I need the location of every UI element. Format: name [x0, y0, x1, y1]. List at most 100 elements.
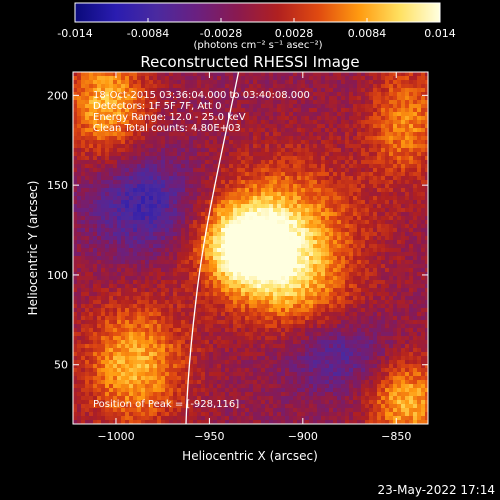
heatmap-pixel [353, 188, 358, 193]
heatmap-pixel [133, 252, 138, 257]
heatmap-pixel [305, 220, 310, 225]
heatmap-pixel [165, 228, 170, 233]
heatmap-pixel [329, 288, 334, 293]
heatmap-pixel [81, 248, 86, 253]
heatmap-pixel [417, 248, 422, 253]
heatmap-pixel [93, 280, 98, 285]
heatmap-pixel [289, 120, 294, 125]
heatmap-pixel [185, 84, 190, 89]
heatmap-pixel [245, 260, 250, 265]
heatmap-pixel [161, 288, 166, 293]
heatmap-pixel [73, 124, 78, 129]
heatmap-pixel [293, 136, 298, 141]
heatmap-pixel [401, 256, 406, 261]
heatmap-pixel [89, 188, 94, 193]
heatmap-pixel [357, 148, 362, 153]
heatmap-pixel [365, 284, 370, 289]
heatmap-pixel [189, 244, 194, 249]
heatmap-pixel [381, 236, 386, 241]
heatmap-pixel [197, 176, 202, 181]
heatmap-pixel [309, 208, 314, 213]
heatmap-pixel [109, 172, 114, 177]
heatmap-pixel [149, 176, 154, 181]
heatmap-pixel [309, 100, 314, 105]
heatmap-pixel [113, 280, 118, 285]
heatmap-pixel [273, 132, 278, 137]
heatmap-pixel [181, 280, 186, 285]
heatmap-pixel [417, 184, 422, 189]
heatmap-pixel [249, 88, 254, 93]
heatmap-pixel [205, 236, 210, 241]
heatmap-pixel [413, 124, 418, 129]
heatmap-pixel [201, 188, 206, 193]
heatmap-pixel [177, 132, 182, 137]
heatmap-pixel [109, 108, 114, 113]
heatmap-pixel [361, 104, 366, 109]
heatmap-pixel [73, 76, 78, 81]
heatmap-pixel [413, 152, 418, 157]
heatmap-pixel [321, 152, 326, 157]
heatmap-pixel [369, 212, 374, 217]
heatmap-pixel [221, 116, 226, 121]
heatmap-pixel [101, 204, 106, 209]
heatmap-pixel [257, 268, 262, 273]
heatmap-pixel [381, 164, 386, 169]
heatmap-pixel [149, 152, 154, 157]
heatmap-pixel [341, 284, 346, 289]
heatmap-pixel [265, 256, 270, 261]
heatmap-pixel [409, 220, 414, 225]
heatmap-pixel [217, 104, 222, 109]
heatmap-pixel [141, 284, 146, 289]
heatmap-pixel [317, 88, 322, 93]
heatmap-pixel [369, 188, 374, 193]
heatmap-pixel [289, 268, 294, 273]
heatmap-pixel [77, 200, 82, 205]
heatmap-pixel [133, 212, 138, 217]
heatmap-pixel [237, 256, 242, 261]
heatmap-pixel [109, 216, 114, 221]
heatmap-pixel [233, 212, 238, 217]
heatmap-pixel [121, 220, 126, 225]
heatmap-pixel [201, 76, 206, 81]
heatmap-pixel [337, 284, 342, 289]
heatmap-pixel [153, 160, 158, 165]
heatmap-pixel [89, 72, 94, 77]
heatmap-pixel [85, 260, 90, 265]
heatmap-pixel [133, 100, 138, 105]
heatmap-pixel [205, 104, 210, 109]
heatmap-pixel [205, 216, 210, 221]
heatmap-pixel [237, 184, 242, 189]
heatmap-pixel [413, 196, 418, 201]
heatmap-pixel [73, 232, 78, 237]
heatmap-pixel [385, 224, 390, 229]
heatmap-pixel [117, 232, 122, 237]
heatmap-pixel [157, 120, 162, 125]
heatmap-pixel [161, 72, 166, 77]
heatmap-pixel [313, 236, 318, 241]
heatmap-pixel [105, 220, 110, 225]
heatmap-pixel [181, 132, 186, 137]
heatmap-pixel [257, 192, 262, 197]
heatmap-pixel [81, 292, 86, 297]
heatmap-pixel [173, 236, 178, 241]
heatmap-pixel [373, 84, 378, 89]
heatmap-pixel [253, 140, 258, 145]
heatmap-pixel [77, 140, 82, 145]
heatmap-pixel [421, 252, 426, 257]
heatmap-pixel [153, 204, 158, 209]
heatmap-pixel [145, 260, 150, 265]
heatmap-pixel [121, 200, 126, 205]
heatmap-pixel [385, 216, 390, 221]
heatmap-pixel [269, 128, 274, 133]
heatmap-pixel [261, 160, 266, 165]
heatmap-pixel [117, 76, 122, 81]
heatmap-pixel [373, 260, 378, 265]
heatmap-pixel [333, 268, 338, 273]
heatmap-pixel [265, 172, 270, 177]
heatmap-pixel [421, 260, 426, 265]
heatmap-pixel [241, 180, 246, 185]
heatmap-pixel [125, 256, 130, 261]
heatmap-pixel [205, 252, 210, 257]
heatmap-pixel [185, 244, 190, 249]
heatmap-pixel [337, 156, 342, 161]
